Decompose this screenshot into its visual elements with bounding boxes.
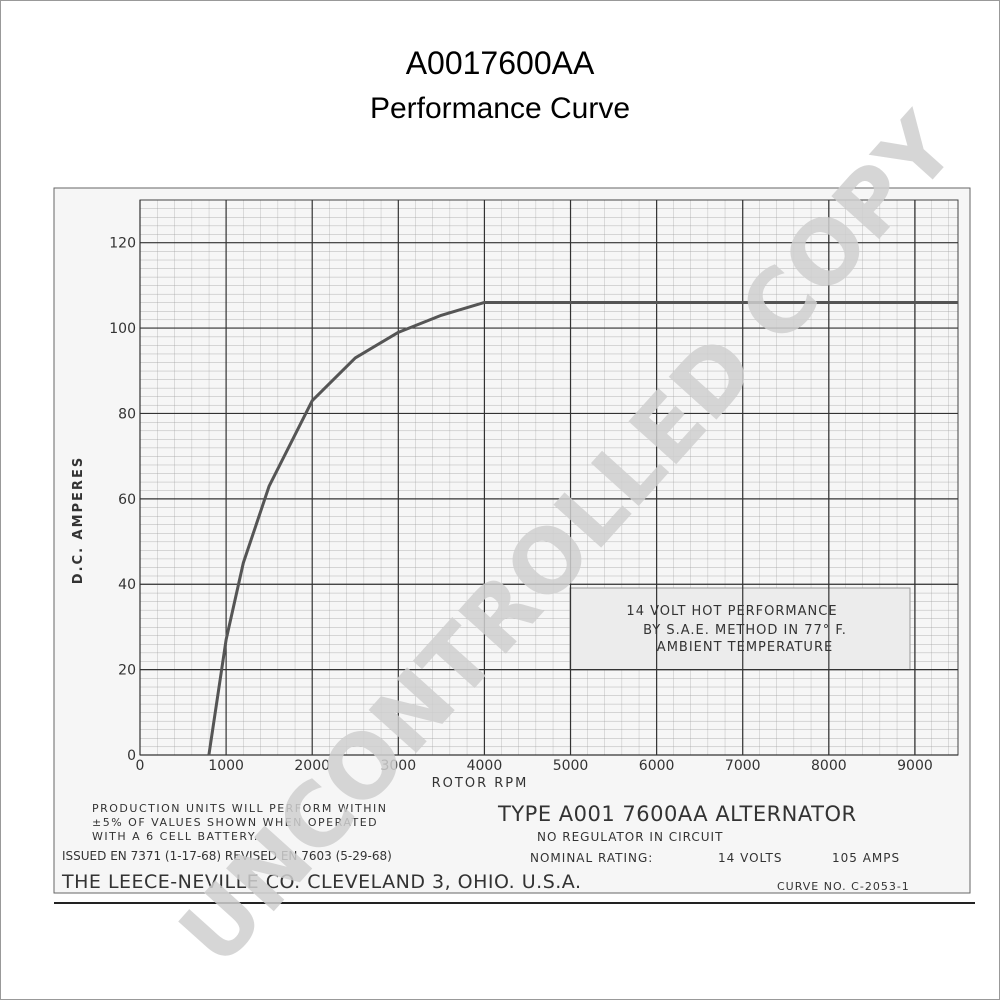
y-tick-label: 120 [109,236,136,252]
rating-label: NOMINAL RATING: [530,851,653,865]
y-tick-label: 60 [118,492,136,508]
type-label: TYPE A001 7600AA ALTERNATOR [497,802,857,826]
x-tick-label: 3000 [380,758,416,774]
y-tick-label: 20 [118,663,136,679]
x-tick-label: 5000 [553,758,589,774]
issued: ISSUED EN 7371 (1-17-68) REVISED EN 7603… [62,849,392,863]
y-tick-label: 0 [127,748,136,764]
plot: 0 20 40 60 80 100 120 0 1000 2000 3000 4000 5000 6000… [109,200,958,774]
note: PRODUCTION UNITS WILL PERFORM WITHIN [92,802,388,815]
volts: 14 VOLTS [718,851,783,865]
subtitle: Performance Curve [370,92,630,125]
note: WITH A 6 CELL BATTERY. [92,830,259,843]
title: A0017600AA [406,45,595,81]
x-tick-label: 1000 [208,758,244,774]
company: THE LEECE-NEVILLE CO. CLEVELAND 3, OHIO.… [61,871,582,893]
annotation: AMBIENT TEMPERATURE [657,640,833,655]
curve-no: CURVE NO. C-2053-1 [777,880,910,893]
x-tick-label: 0 [136,758,145,774]
x-tick-label: 9000 [897,758,933,774]
x-tick-label: 2000 [294,758,330,774]
x-tick-label: 8000 [811,758,847,774]
curve [207,300,958,756]
x-axis-label: ROTOR RPM [432,776,529,791]
annotation-box [569,587,911,671]
y-tick-label: 80 [118,406,136,422]
note: ±5% OF VALUES SHOWN WHEN OPERATED [92,816,378,829]
annotation: BY S.A.E. METHOD IN 77° F. [643,623,847,638]
amps: 105 AMPS [832,851,900,865]
y-axis-label: D.C. AMPERES [71,456,86,584]
x-tick-label: 4000 [467,758,503,774]
annotation: 14 VOLT HOT PERFORMANCE [626,604,837,619]
y-tick-label: 40 [118,577,136,593]
x-tick-label: 7000 [725,758,761,774]
x-tick-label: 6000 [639,758,675,774]
regulator: NO REGULATOR IN CIRCUIT [537,830,723,844]
y-tick-label: 100 [109,321,136,337]
